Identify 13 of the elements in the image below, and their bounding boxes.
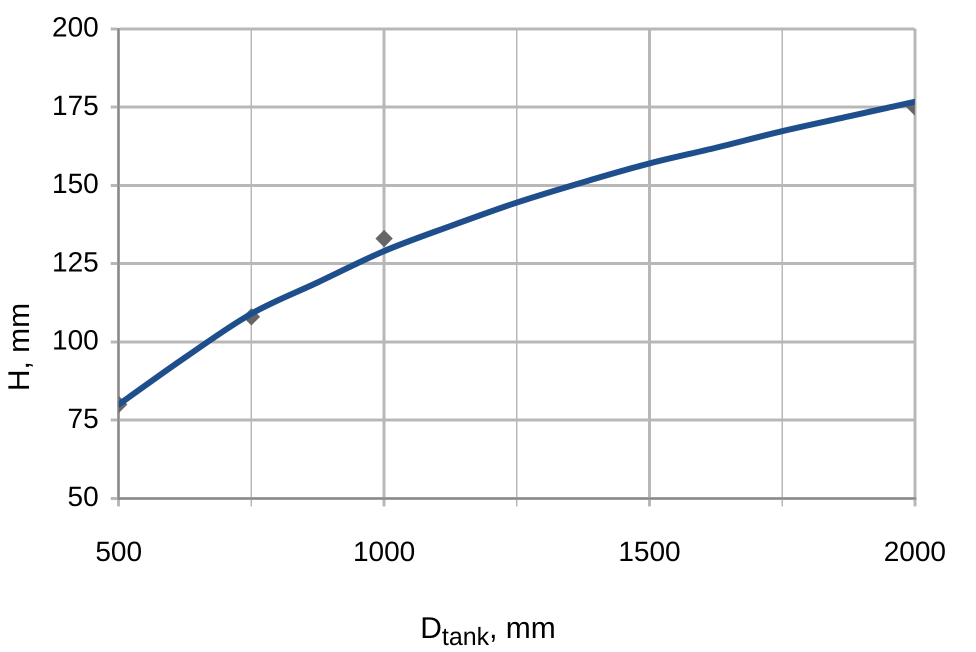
x-axis-title: D$_{tank}$, mm (419, 612, 557, 652)
y-tick-label: 50 (68, 481, 99, 512)
y-tick-label: 75 (68, 402, 99, 434)
x-tick-label: 500 (95, 536, 142, 567)
y-tick-label: 200 (52, 12, 99, 43)
x-tick-label: 1000 (352, 536, 416, 567)
x-tick-label: 2000 (884, 536, 946, 567)
y-tick-label: 150 (52, 168, 99, 200)
y-tick-label: 125 (52, 246, 99, 278)
y-tick-label: 100 (52, 324, 99, 356)
y-tick-label: 175 (52, 90, 99, 121)
y-axis-title: H, mm (3, 302, 37, 394)
x-tick-label: 1500 (618, 536, 681, 567)
